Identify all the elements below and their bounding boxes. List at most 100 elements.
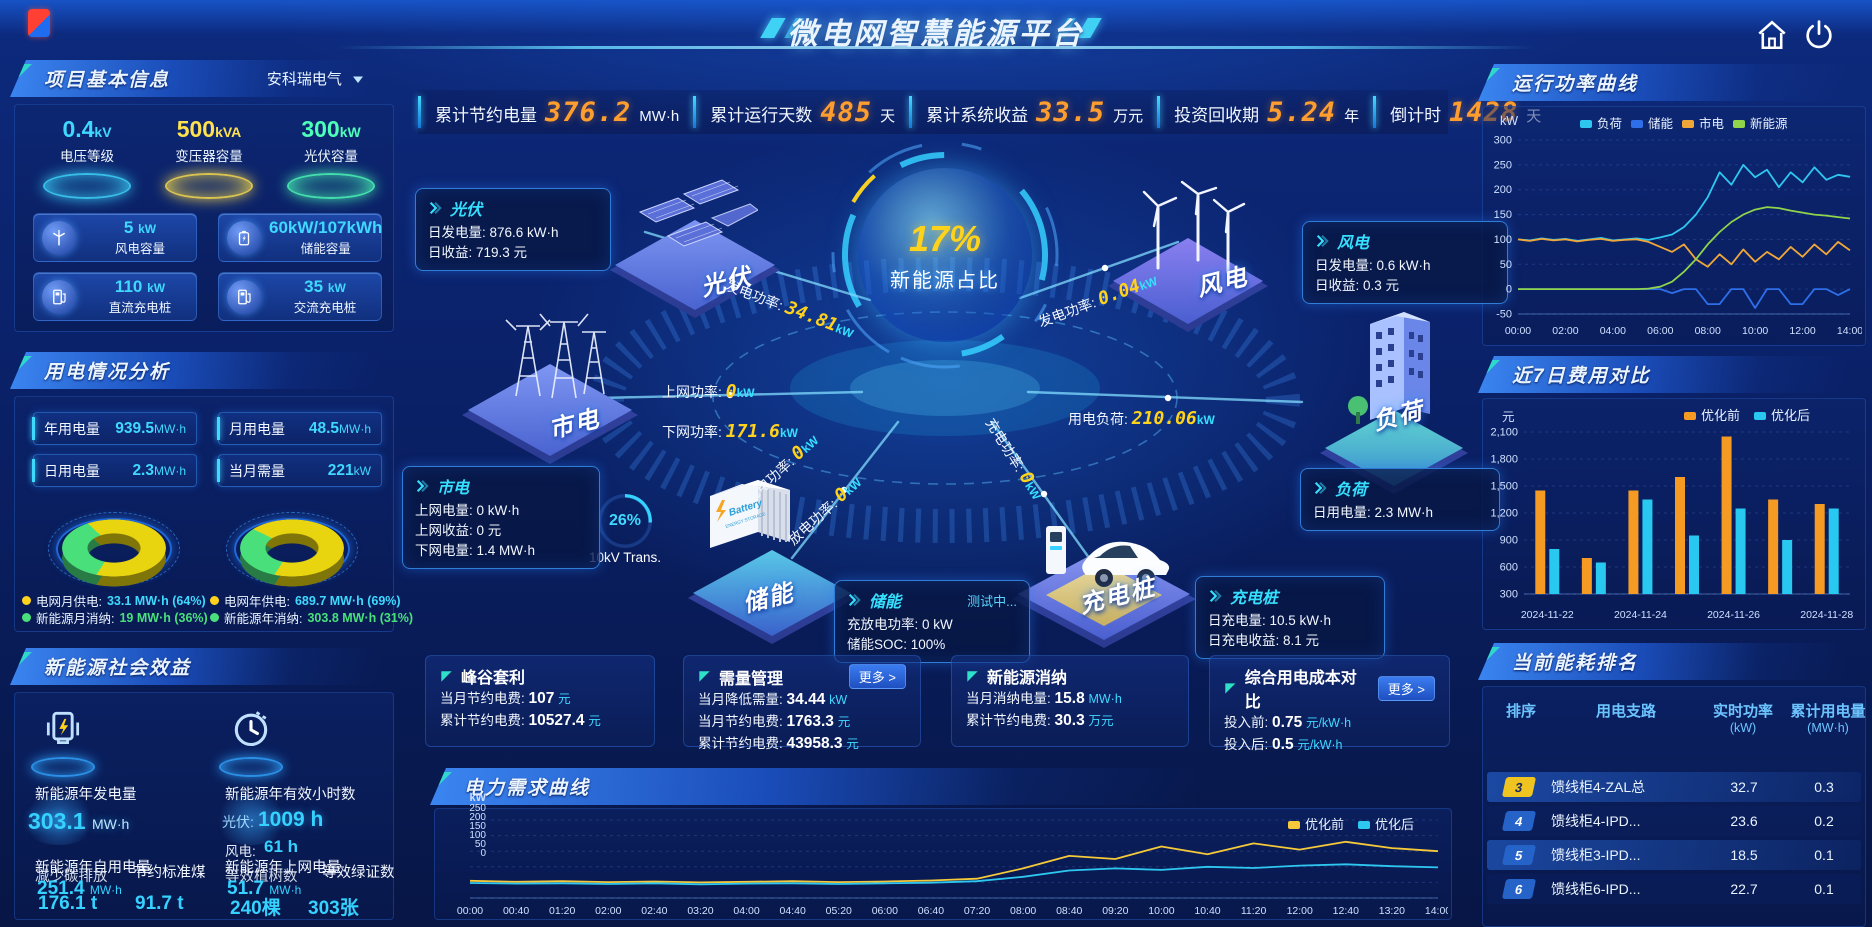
svg-text:150: 150 (1494, 209, 1512, 221)
capacity-value: 5 kW (123, 218, 157, 237)
svg-text:300: 300 (1500, 589, 1518, 601)
legend-swatch (1682, 120, 1695, 128)
legend-swatch (1684, 412, 1696, 420)
stat-label: 年用电量 (44, 420, 100, 437)
donut-chart (240, 519, 344, 577)
legend-dot (22, 613, 31, 622)
legend-value: 689.7 MW·h (69%) (294, 593, 401, 608)
pv-hours-label: 光伏: (222, 814, 254, 830)
wind-hours-label: 风电: (225, 844, 256, 859)
card-line: 投入后: 0.5 元/kW·h (1224, 736, 1343, 753)
legend-label: 新能源月消纳: (36, 612, 115, 626)
panel-cost-body (1482, 398, 1866, 630)
storage-info-box: 储能 测试中... 充放电功率: 0 kW 储能SOC: 100% (834, 580, 1030, 663)
arrow-icon (1314, 482, 1327, 494)
legend-item-优化前[interactable]: 优化前 (1684, 405, 1740, 424)
kpi-value: 5.24 (1267, 96, 1337, 128)
legend-swatch (1631, 120, 1644, 128)
home-icon (1758, 20, 1786, 50)
power-button[interactable] (1802, 18, 1836, 52)
value-glow (212, 795, 290, 845)
svg-text:1,200: 1,200 (1490, 508, 1518, 520)
legend-item-负荷[interactable]: 负荷 (1580, 113, 1622, 132)
card-line: 当月节约电费: 107 元 (440, 690, 571, 707)
realtime-power: 18.5 (1730, 847, 1758, 863)
capacity-value: 110 kW (114, 277, 166, 296)
company-select[interactable]: 安科瑞电气 (267, 68, 364, 89)
svg-text:600: 600 (1500, 562, 1518, 574)
usage-stat-1: 月用电量 48.5MW·h (217, 412, 382, 445)
legend-item-优化前[interactable]: 优化前 (1288, 814, 1344, 833)
panel-corner-icon (1482, 645, 1502, 665)
more-button[interactable]: 更多 > (848, 664, 906, 689)
panel-project-info-title: 项目基本信息 安科瑞电气 (10, 60, 398, 97)
gen-value: 303.1 MW·h (28, 808, 130, 834)
cost-legend[interactable]: 优化前 优化后 (1684, 405, 1810, 424)
power-towers-icon (505, 313, 606, 399)
info-box-line: 充放电功率: 0 kW (847, 617, 953, 632)
legend-item-储能[interactable]: 储能 (1631, 113, 1673, 132)
pedestal-stat-1: 500kVA 变压器容量 (150, 116, 268, 199)
capacity-value: 60kW/107kWh (269, 218, 383, 237)
pedestal-glow-ring (165, 173, 253, 199)
svg-text:1,800: 1,800 (1490, 454, 1518, 466)
svg-text:100: 100 (1494, 234, 1512, 246)
solar-lightning-icon (46, 711, 80, 745)
kpi-label: 累计节约电量 (435, 105, 537, 125)
panel-ranking-title: 当前能耗排名 (1478, 643, 1866, 680)
table-row-rank-3[interactable]: 3 馈线柜4-ZAL总 32.7 0.3 (1487, 772, 1861, 802)
home-button[interactable] (1755, 18, 1789, 52)
info-box-title: 负荷 (1313, 476, 1487, 500)
info-box-line: 上网收益: 0 元 (415, 523, 502, 538)
panel-power-curve-body (1482, 106, 1866, 346)
legend-dot (22, 596, 31, 605)
card-corner-icon (967, 670, 978, 682)
kpi-label: 倒计时 (1390, 105, 1442, 125)
svg-text:250: 250 (1494, 159, 1512, 171)
table-row-rank-5[interactable]: 5 馈线柜3-IPD... 18.5 0.1 (1487, 840, 1861, 870)
panel-demand-body (434, 808, 1452, 920)
power-curve-legend[interactable]: 负荷 储能 市电 新能源 (1580, 113, 1788, 132)
panel-title-text: 项目基本信息 (44, 70, 171, 91)
branch-name: 馈线柜4-ZAL总 (1551, 779, 1646, 795)
demand-legend[interactable]: 优化前 优化后 (1288, 814, 1414, 833)
svg-text:04:40: 04:40 (780, 905, 806, 917)
wind-turbine-icon (42, 220, 76, 255)
svg-text:04:00: 04:00 (1600, 325, 1626, 337)
table-row-rank-6[interactable]: 6 馈线柜6-IPD... 22.7 0.1 (1487, 874, 1861, 904)
svg-text:04:00: 04:00 (733, 905, 759, 917)
more-button[interactable]: 更多 > (1377, 675, 1435, 701)
card-corner-icon (699, 671, 710, 682)
capacity-card-3: 35 kW 交流充电桩 (218, 272, 382, 321)
coal-label: 节约标准煤 (133, 865, 206, 881)
card-line: 累计节约电费: 10527.4 元 (440, 712, 601, 729)
legend-item-优化后[interactable]: 优化后 (1754, 405, 1810, 424)
info-box-title: 充电桩 (1208, 584, 1372, 608)
kpi-value: 485 (820, 96, 873, 128)
co2-value: 176.1 t (38, 893, 98, 914)
legend-item-新能源[interactable]: 新能源 (1733, 113, 1788, 132)
pedestal-glow-ring (287, 173, 375, 199)
legend-item-优化后[interactable]: 优化后 (1358, 814, 1414, 833)
battery-icon (227, 220, 261, 255)
feedin-value: 51.7 MW·h (227, 878, 302, 899)
accumulated-energy: 0.2 (1814, 813, 1834, 829)
table-row-rank-4[interactable]: 4 馈线柜4-IPD... 23.6 0.2 (1487, 806, 1861, 836)
stat-label: 月用电量 (229, 420, 285, 437)
legend-label: 新能源年消纳: (224, 612, 303, 626)
kpi-value: 33.5 (1036, 96, 1106, 128)
pedestal-label: 变压器容量 (175, 149, 243, 164)
arrow-icon (429, 202, 442, 214)
kpi-2: 累计系统收益 33.5 万元 (912, 97, 1157, 128)
svg-text:00:00: 00:00 (457, 905, 483, 917)
demand-y-tick: 0 (480, 848, 486, 859)
pedestal-value: 500kVA (176, 116, 242, 142)
co2-label: 减少碳排放 (35, 869, 108, 885)
rank-badge: 4 (1501, 811, 1537, 831)
transformer-load-ring: 26% (598, 494, 652, 548)
legend-item-市电[interactable]: 市电 (1682, 113, 1724, 132)
svg-text:02:00: 02:00 (595, 905, 621, 917)
svg-text:1,500: 1,500 (1490, 481, 1518, 493)
pedestal-glow (31, 757, 95, 777)
status-tag: 测试中... (967, 593, 1017, 609)
